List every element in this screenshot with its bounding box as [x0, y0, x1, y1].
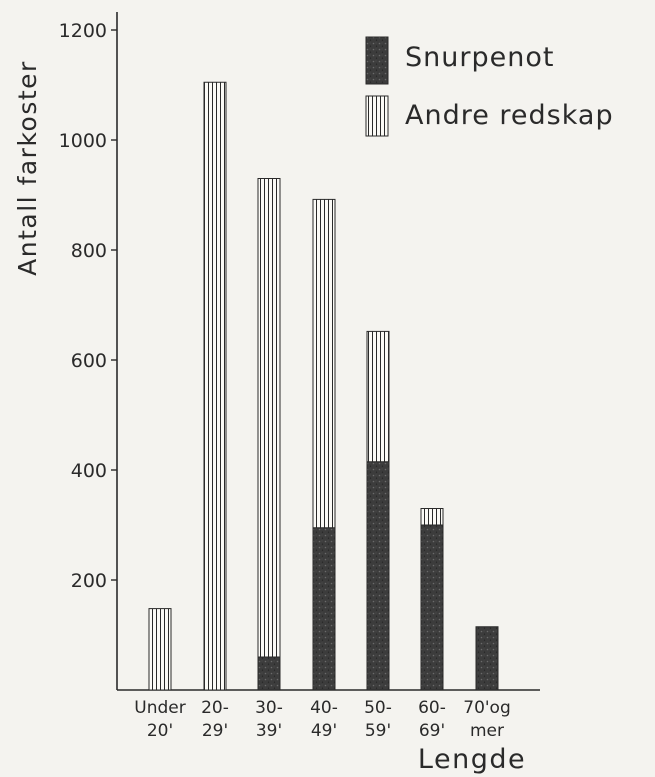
x-tick-label: 60- — [418, 698, 446, 718]
y-ticks: 200 400 600 800 1000 1200 — [59, 20, 117, 592]
legend-label-snurpenot: Snurpenot — [405, 42, 554, 73]
x-tick-label: 40- — [310, 698, 338, 718]
x-tick-label: Under — [134, 698, 185, 718]
bar-snurpenot — [420, 524, 444, 691]
x-tick-label: 50- — [364, 698, 392, 718]
bar-andre-redskap — [312, 198, 336, 529]
y-tick-label: 400 — [71, 460, 107, 482]
x-tick-label: 70'og — [463, 698, 511, 718]
bar-snurpenot — [257, 656, 281, 691]
bar-andre-redskap — [203, 81, 227, 691]
x-tick-label: 49' — [311, 721, 337, 741]
y-tick-label: 600 — [71, 350, 107, 372]
bar-snurpenot — [366, 461, 390, 691]
x-tick-label: 39' — [256, 721, 282, 741]
bar-andre-redskap — [257, 178, 281, 658]
bar-andre-redskap — [148, 608, 172, 691]
x-tick-label: mer — [470, 721, 504, 741]
legend-swatch-andre-redskap — [365, 95, 389, 137]
bar-snurpenot — [312, 527, 336, 691]
x-axis-title: Lengde — [418, 744, 526, 775]
bar-snurpenot — [475, 626, 499, 691]
y-tick-label: 1000 — [59, 130, 107, 152]
bar-andre-redskap — [420, 508, 444, 526]
x-tick-label: 29' — [202, 721, 228, 741]
x-tick-label: 20' — [147, 721, 173, 741]
x-tick-label: 30- — [255, 698, 283, 718]
bars — [148, 81, 499, 691]
y-tick-label: 200 — [71, 570, 107, 592]
x-tick-label: 59' — [365, 721, 391, 741]
x-tick-label: 69' — [419, 721, 445, 741]
y-tick-label: 1200 — [59, 20, 107, 42]
bar-andre-redskap — [366, 330, 390, 463]
legend-label-andre-redskap: Andre redskap — [405, 100, 614, 131]
y-tick-label: 800 — [71, 240, 107, 262]
x-tick-label: 20- — [201, 698, 229, 718]
legend: Snurpenot Andre redskap — [365, 36, 614, 137]
y-axis-title: Antall farkoster — [13, 60, 42, 276]
x-tick-labels: Under 20' 20- 29' 30- 39' 40- 49' 50- 59' 60- 69' 70… — [134, 698, 510, 741]
legend-swatch-snurpenot — [365, 36, 389, 85]
